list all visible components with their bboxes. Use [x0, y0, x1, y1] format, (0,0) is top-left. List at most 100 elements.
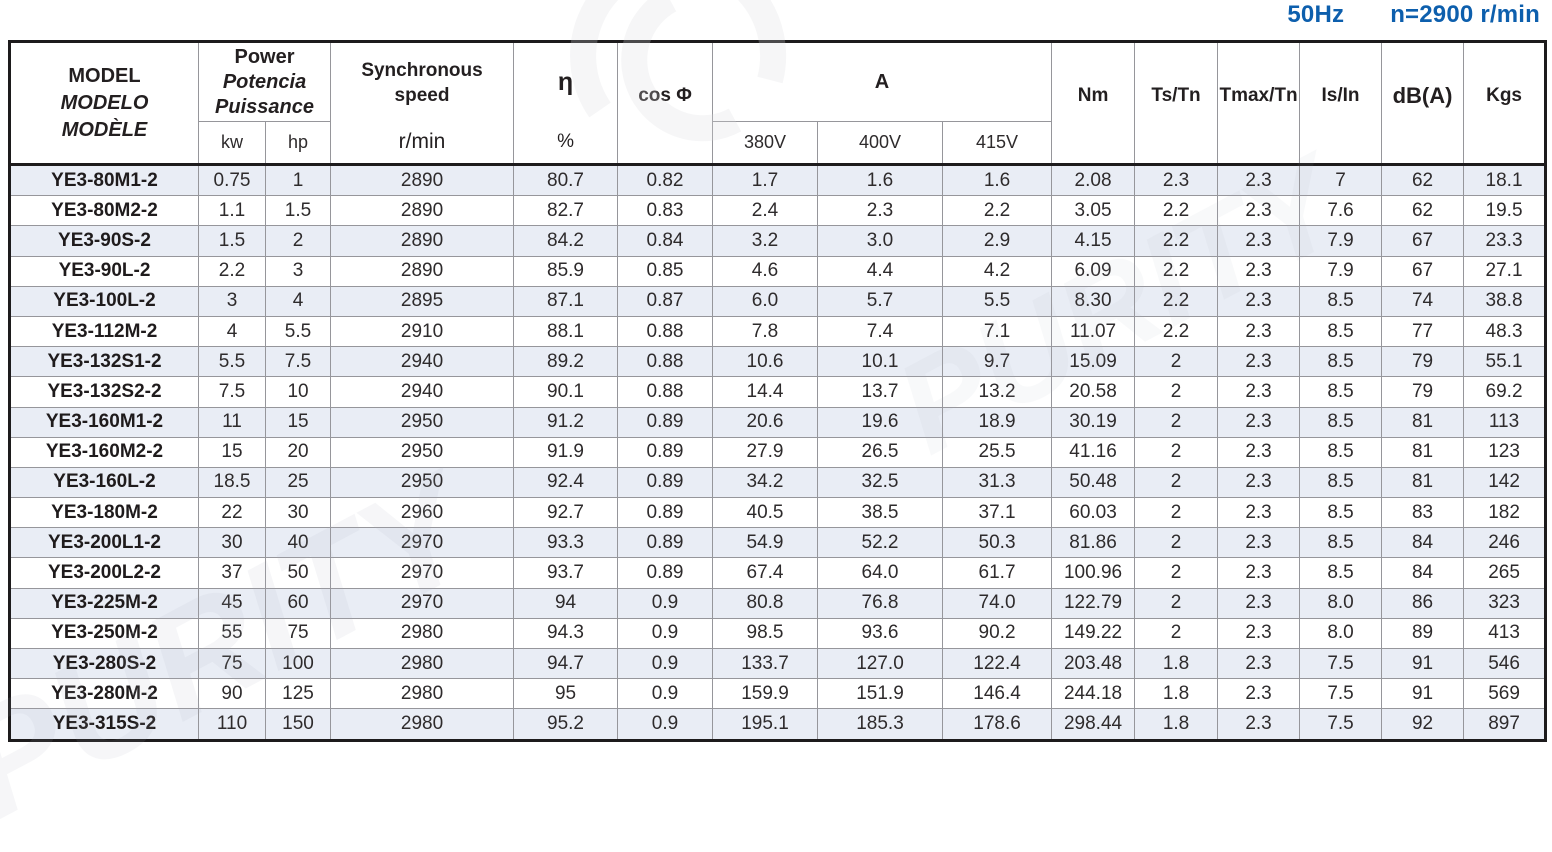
model-cell: YE3-160M2-2	[9, 436, 199, 468]
value-cell: 0.89	[617, 436, 714, 468]
table-row: YE3-112M-2 4 5.5 2910 88.1 0.88 7.8 7.4 7.1 11.07…	[9, 315, 1547, 348]
model-cell: YE3-280S-2	[9, 647, 199, 680]
value-cell: 2	[1134, 466, 1219, 499]
col-header-model: MODEL MODELO MODÈLE	[9, 41, 199, 166]
table-row: YE3-200L2-2 37 50 2970 93.7 0.89 67.4 64.0 61.7 1…	[9, 557, 1547, 589]
col-header-tmax-tn: Tmax/Tn	[1217, 41, 1301, 166]
value-cell: 2.3	[1217, 436, 1301, 468]
value-cell: 3.0	[817, 225, 944, 257]
model-cell: YE3-80M1-2	[9, 163, 199, 197]
value-cell: 37.1	[942, 497, 1053, 529]
value-cell: 50	[264, 557, 332, 589]
value-cell: 89.2	[513, 346, 619, 378]
value-cell: 2.3	[1217, 376, 1301, 408]
value-cell: 0.89	[617, 557, 714, 589]
value-cell: 94.7	[513, 647, 619, 680]
model-header-es: MODELO	[60, 91, 149, 114]
value-cell: 2890	[330, 195, 515, 227]
col-header-db: dB(A)	[1381, 41, 1465, 166]
value-cell: 20.6	[712, 406, 819, 438]
value-cell: 55.1	[1463, 346, 1547, 378]
value-cell: 80.7	[513, 163, 619, 197]
value-cell: 81	[1381, 436, 1465, 468]
value-cell: 80.8	[712, 587, 819, 619]
value-cell: 7	[1299, 163, 1383, 197]
value-cell: 146.4	[942, 678, 1053, 710]
value-cell: 897	[1463, 708, 1547, 741]
value-cell: 55	[198, 617, 266, 650]
table-row: YE3-200L1-2 30 40 2970 93.3 0.89 54.9 52.2 50.3 8…	[9, 527, 1547, 559]
value-cell: 93.7	[513, 557, 619, 589]
value-cell: 100.96	[1051, 557, 1136, 589]
value-cell: 2960	[330, 497, 515, 529]
model-cell: YE3-225M-2	[9, 587, 199, 619]
table-row: YE3-80M1-2 0.75 1 2890 80.7 0.82 1.7 1.6 1.6 2.08…	[9, 163, 1547, 197]
value-cell: 110	[198, 708, 266, 741]
value-cell: 9.7	[942, 346, 1053, 378]
col-header-cos-phi: cos Φ	[617, 41, 714, 166]
ts-tn-label: Ts/Tn	[1151, 85, 1201, 106]
value-cell: 7.9	[1299, 225, 1383, 257]
value-cell: 30.19	[1051, 406, 1136, 438]
value-cell: 1.7	[712, 163, 819, 197]
value-cell: 8.5	[1299, 527, 1383, 559]
value-cell: 2	[264, 225, 332, 257]
value-cell: 90.1	[513, 376, 619, 408]
value-cell: 91.2	[513, 406, 619, 438]
value-cell: 2970	[330, 527, 515, 559]
value-cell: 38.8	[1463, 285, 1547, 317]
value-cell: 74.0	[942, 587, 1053, 619]
value-cell: 2.3	[1217, 163, 1301, 197]
table-row: YE3-100L-2 3 4 2895 87.1 0.87 6.0 5.7 5.5 8.30 2.2…	[9, 285, 1547, 317]
value-cell: 2.3	[1217, 587, 1301, 619]
table-row: YE3-132S2-2 7.5 10 2940 90.1 0.88 14.4 13.7 13.2…	[9, 376, 1547, 408]
value-cell: 54.9	[712, 527, 819, 559]
value-cell: 298.44	[1051, 708, 1136, 741]
value-cell: 2.3	[1217, 346, 1301, 378]
value-cell: 90.2	[942, 617, 1053, 650]
value-cell: 19.5	[1463, 195, 1547, 227]
col-header-ts-tn: Ts/Tn	[1134, 41, 1219, 166]
value-cell: 7.4	[817, 315, 944, 348]
value-cell: 8.30	[1051, 285, 1136, 317]
value-cell: 7.5	[1299, 678, 1383, 710]
value-cell: 2	[1134, 436, 1219, 468]
value-cell: 92.4	[513, 466, 619, 499]
value-cell: 265	[1463, 557, 1547, 589]
value-cell: 8.0	[1299, 587, 1383, 619]
value-cell: 10.1	[817, 346, 944, 378]
value-cell: 2.3	[1217, 195, 1301, 227]
value-cell: 142	[1463, 466, 1547, 499]
value-cell: 8.0	[1299, 617, 1383, 650]
model-cell: YE3-90S-2	[9, 225, 199, 257]
kgs-label: Kgs	[1486, 85, 1522, 106]
value-cell: 0.89	[617, 497, 714, 529]
value-cell: 2.3	[1217, 497, 1301, 529]
value-cell: 27.9	[712, 436, 819, 468]
value-cell: 91	[1381, 647, 1465, 680]
value-cell: 15	[198, 436, 266, 468]
value-cell: 60	[264, 587, 332, 619]
value-cell: 25.5	[942, 436, 1053, 468]
cos-phi-label: cos Φ	[638, 85, 692, 106]
model-cell: YE3-315S-2	[9, 708, 199, 741]
table-row: YE3-90S-2 1.5 2 2890 84.2 0.84 3.2 3.0 2.9 4.15 2.…	[9, 225, 1547, 257]
value-cell: 84	[1381, 527, 1465, 559]
value-cell: 127.0	[817, 647, 944, 680]
value-cell: 2.3	[1217, 647, 1301, 680]
value-cell: 13.2	[942, 376, 1053, 408]
value-cell: 18.9	[942, 406, 1053, 438]
value-cell: 38.5	[817, 497, 944, 529]
value-cell: 2980	[330, 647, 515, 680]
eta-unit: %	[557, 130, 574, 152]
value-cell: 7.6	[1299, 195, 1383, 227]
col-header-efficiency: η %	[513, 41, 619, 166]
value-cell: 2.2	[1134, 285, 1219, 317]
value-cell: 93.6	[817, 617, 944, 650]
value-cell: 2.3	[817, 195, 944, 227]
value-cell: 31.3	[942, 466, 1053, 499]
value-cell: 81	[1381, 466, 1465, 499]
value-cell: 546	[1463, 647, 1547, 680]
value-cell: 67	[1381, 255, 1465, 287]
